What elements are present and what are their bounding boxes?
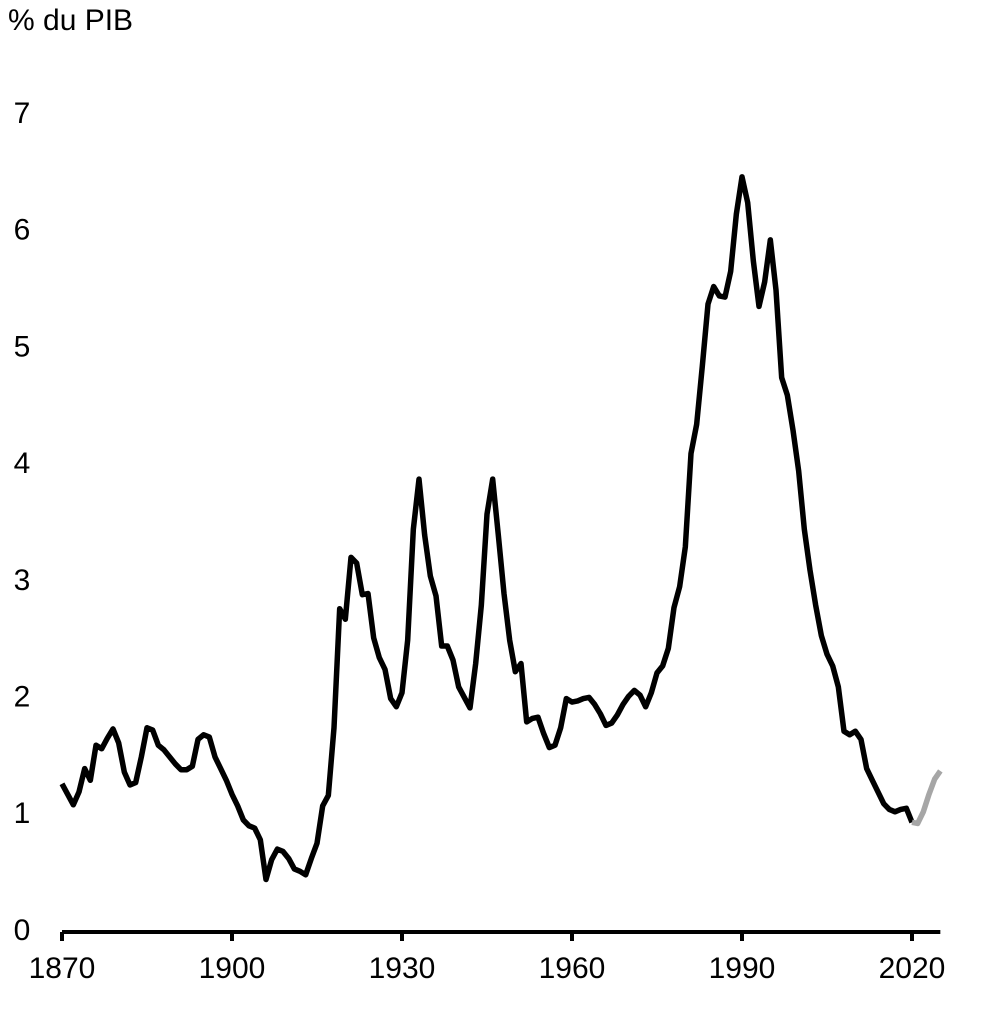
y-tick-label: 1 — [14, 797, 31, 830]
y-tick-label: 2 — [14, 680, 31, 713]
y-axis-title: % du PIB — [8, 4, 133, 37]
x-tick-label: 1990 — [709, 952, 776, 985]
y-tick-label: 6 — [14, 214, 31, 247]
series-line — [59, 174, 915, 883]
y-tick-label: 5 — [14, 330, 31, 363]
series-line — [911, 769, 943, 827]
y-tick-label: 3 — [14, 564, 31, 597]
y-tick-label: 0 — [14, 914, 31, 947]
x-tick-label: 1960 — [539, 952, 606, 985]
x-tick-label: 1930 — [369, 952, 436, 985]
x-tick-label: 2020 — [879, 952, 946, 985]
x-tick-label: 1900 — [199, 952, 266, 985]
y-tick-label: 7 — [14, 97, 31, 130]
x-tick-label: 1870 — [29, 952, 96, 985]
y-tick-label: 4 — [14, 447, 31, 480]
